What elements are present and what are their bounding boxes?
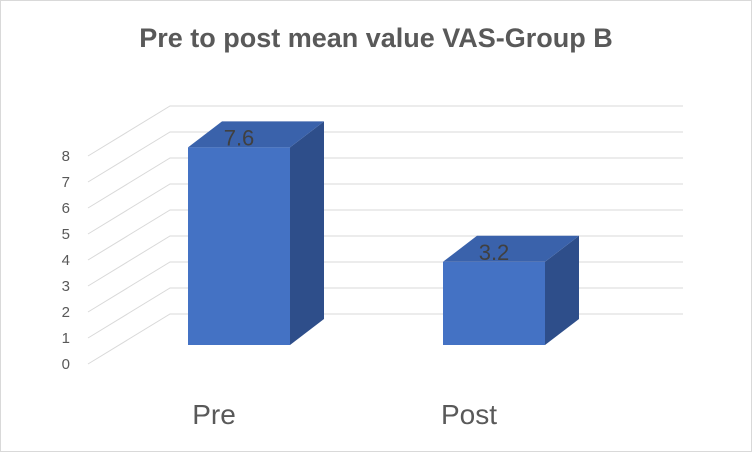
x-tick-label: Pre — [192, 399, 236, 430]
data-label: 3.2 — [479, 240, 510, 265]
bar-side-pre — [290, 121, 324, 346]
y-tick-label: 7 — [62, 174, 70, 191]
bar-post — [443, 261, 545, 345]
chart-title: Pre to post mean value VAS-Group B — [139, 23, 613, 53]
y-tick-label: 6 — [62, 200, 70, 217]
gridline — [87, 183, 683, 235]
y-tick-label: 1 — [62, 330, 70, 347]
y-tick-label: 2 — [62, 304, 70, 321]
y-tick-label: 3 — [62, 278, 70, 295]
gridline — [87, 313, 683, 365]
data-label: 7.6 — [224, 125, 255, 150]
gridline — [87, 105, 683, 157]
gridline — [87, 131, 683, 183]
bar-top-post — [443, 235, 579, 262]
gridline — [87, 261, 683, 313]
x-tick-label: Post — [441, 399, 497, 430]
y-tick-label: 4 — [62, 252, 70, 269]
gridline — [87, 287, 683, 339]
bar-side-post — [545, 235, 579, 345]
bar-pre — [188, 147, 290, 345]
y-tick-label: 0 — [62, 356, 70, 373]
gridline — [87, 235, 683, 287]
y-tick-label: 5 — [62, 226, 70, 243]
gridline — [87, 157, 683, 209]
bar-top-pre — [188, 121, 324, 148]
y-tick-label: 8 — [62, 148, 70, 165]
gridline — [87, 209, 683, 261]
